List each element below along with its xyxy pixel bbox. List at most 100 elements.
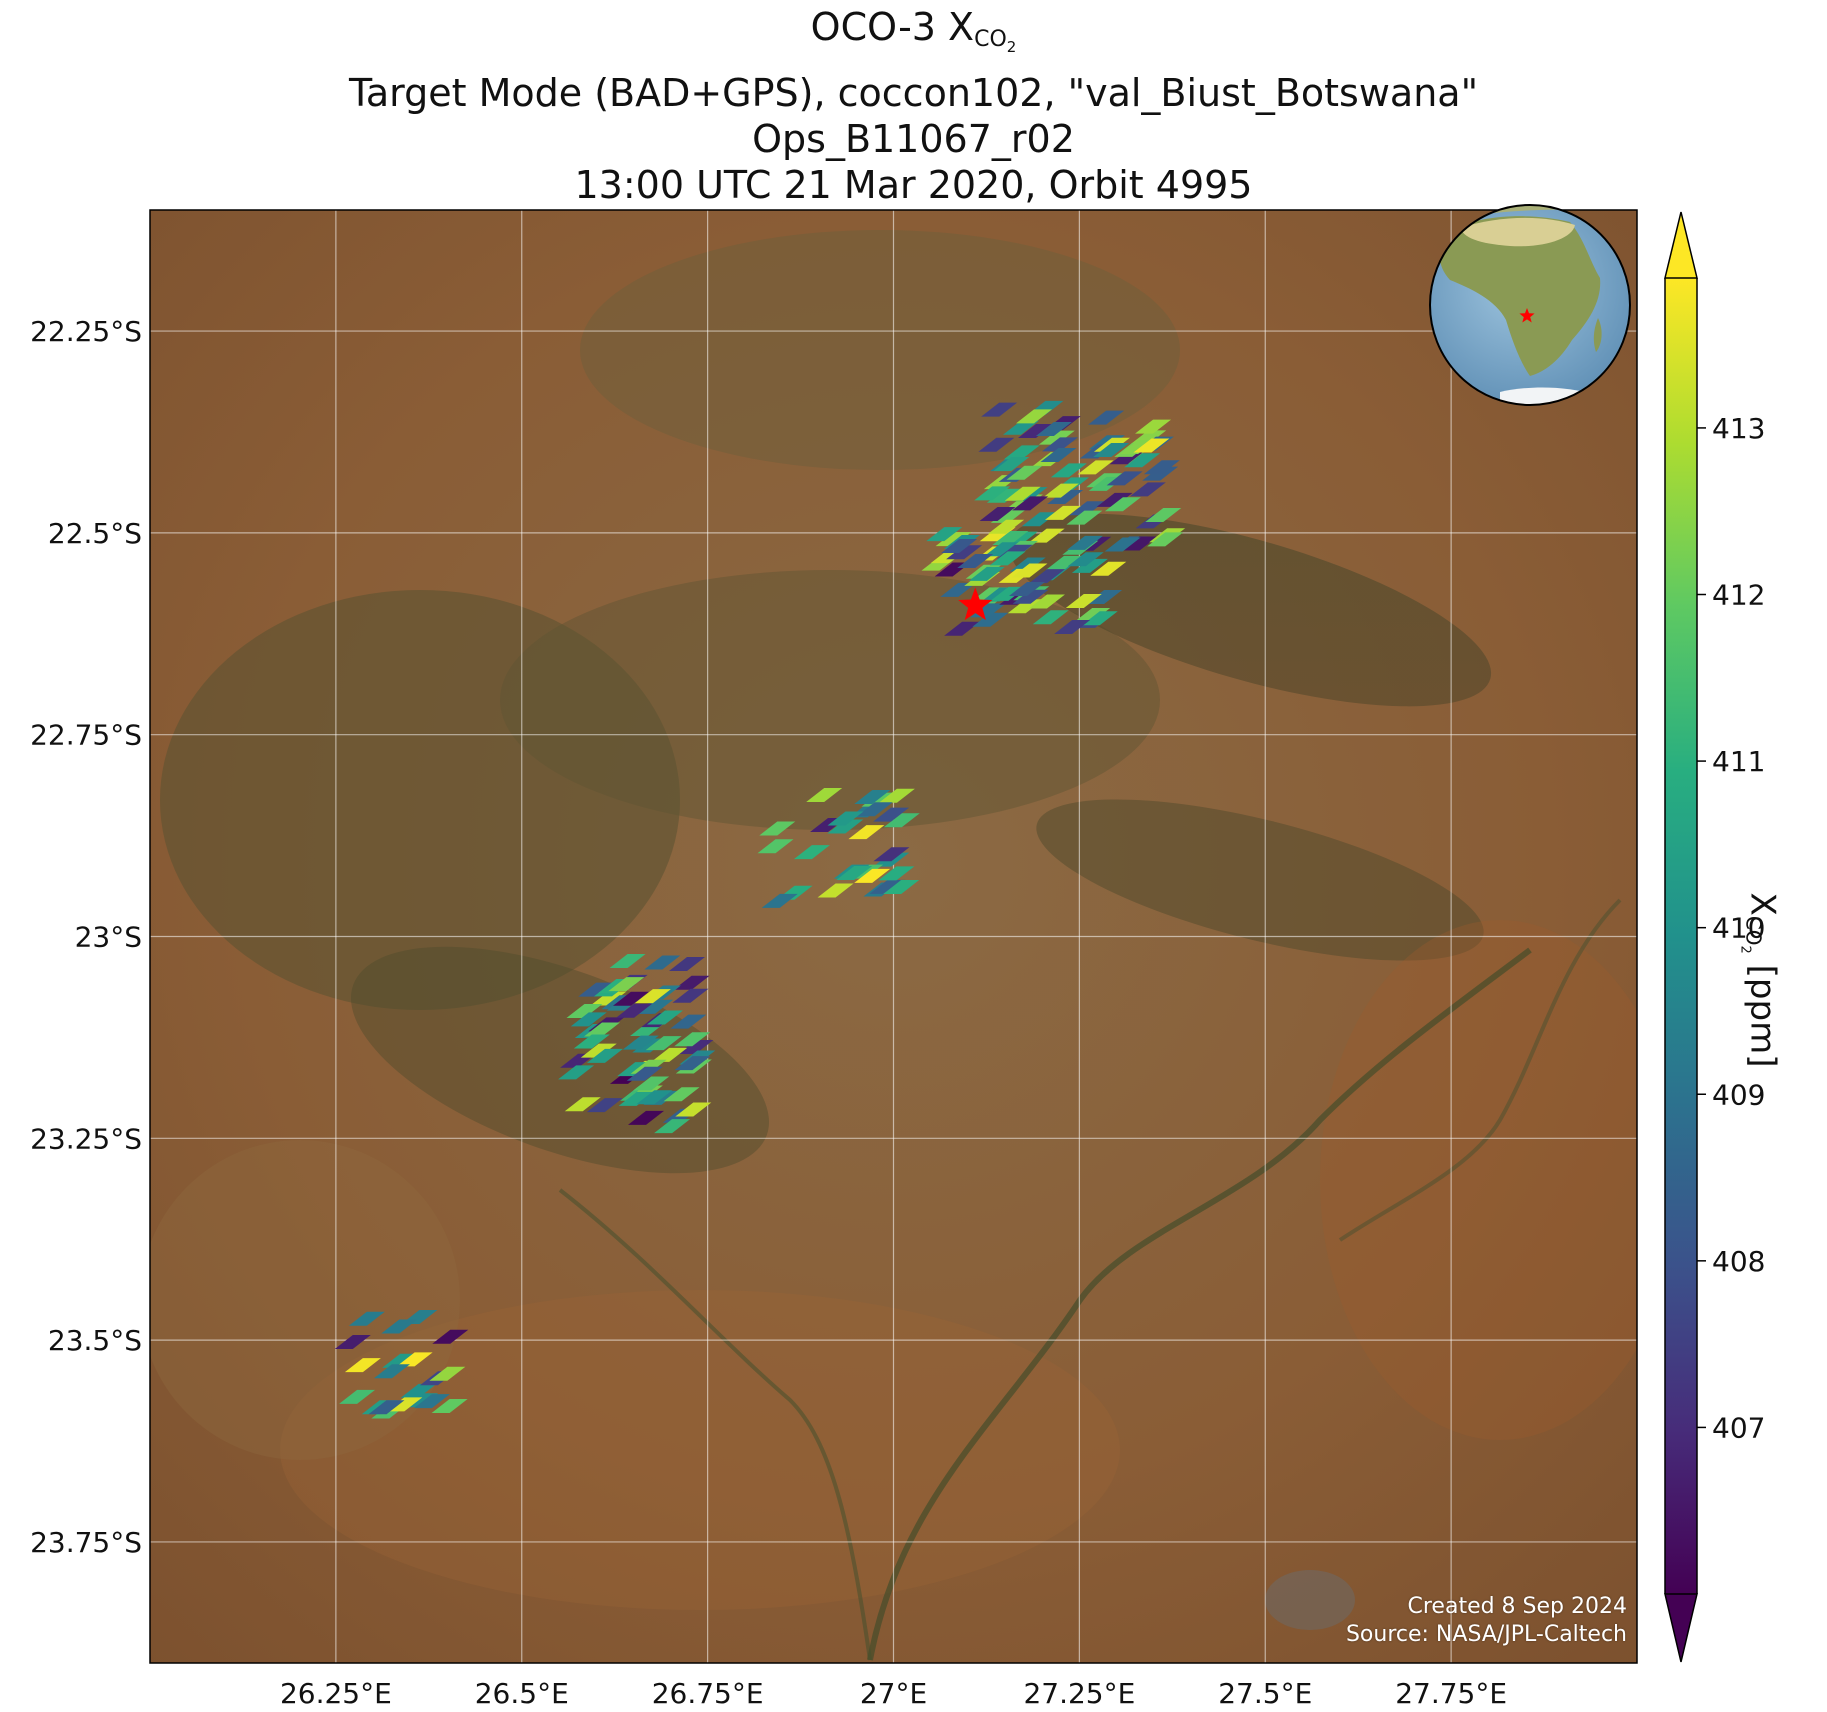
y-tick-label: 23.75°S [30,1526,142,1559]
sounding-pixel [616,1003,653,1018]
title-line-3: Ops_B11067_r02 [752,117,1075,161]
sounding-pixel [344,1358,381,1373]
sounding-pixel [873,807,910,822]
sounding-pixel [1090,561,1127,576]
sounding-pixel [646,1010,683,1025]
sounding-pixel [827,811,864,826]
sounding-pixel [400,1383,437,1398]
colorbar-tick-label: 412 [1712,579,1765,612]
sounding-pixel [413,1394,450,1409]
sounding-pixel [1044,505,1081,520]
colorbar-extend-min [1664,1593,1698,1663]
sounding-pixel [618,1091,655,1106]
sounding-pixel [759,821,796,836]
sounding-pixel [878,866,915,881]
sounding-pixel [978,437,1015,452]
sounding-pixel [373,1364,410,1379]
sounding-pixel [979,506,1016,521]
sounding-pixel [1011,563,1048,578]
sounding-pixel [1088,410,1125,425]
y-tick-label: 22.75°S [30,719,142,752]
sounding-pixel [1054,619,1091,634]
sounding-pixel [564,1097,601,1112]
sounding-pixel [1129,482,1166,497]
sounding-pixel [1145,508,1182,523]
sounding-pixel [836,866,873,881]
sounding-pixel [1028,594,1065,609]
sounding-pixel [396,1352,433,1367]
sounding-pixel [793,845,830,860]
sounding-pixel [1077,460,1114,475]
sounding-pixel [1007,599,1044,614]
title-line-1: OCO-3 XCO2 [810,5,1017,56]
sounding-pixel [1066,535,1103,550]
x-tick-label: 26.75°E [652,1677,764,1710]
sounding-pixel [626,1066,663,1081]
sounding-pixel [968,566,1005,581]
sounding-pixel [674,1032,711,1047]
sounding-pixel [1135,419,1172,434]
sounding-pixel [368,1400,405,1415]
sounding-pixel [1012,589,1049,604]
sounding-pixel [348,1311,385,1326]
sounding-pixel [1104,537,1141,552]
sounding-pixel [1045,555,1082,570]
sounding-pixel [386,1397,423,1412]
sounding-pixel [634,989,671,1004]
sounding-pixel [1040,447,1077,462]
sounding-pixel [580,1043,617,1058]
sounding-pixel [608,977,645,992]
sounding-pixel [1066,510,1103,525]
y-tick-label: 23.25°S [30,1122,142,1155]
sounding-pixel [873,847,910,862]
sounding-pixel [566,1003,603,1018]
sounding-pixel [622,1035,659,1050]
y-axis-tick-labels: 22.25°S 22.5°S 22.75°S 23°S 23.25°S 23.5°S 23.… [30,315,142,1559]
sounding-pixel [1096,492,1133,507]
sounding-pixel [609,954,646,969]
map-gridlines [150,210,1637,1663]
sounding-pixel [848,825,885,840]
sounding-pixel [573,1034,610,1049]
sounding-pixel [926,527,963,542]
x-axis-tick-labels: 26.25°E 26.5°E 26.75°E 27°E 27.25°E 27.5°E 27.… [280,1677,1507,1710]
target-star-shape [958,587,993,621]
sounding-pixel [1106,471,1143,486]
colorbar-tick-label: 408 [1712,1245,1765,1278]
sounding-pixel [1006,465,1043,480]
sounding-pixel [670,1014,707,1029]
sounding-pixel [654,1119,691,1134]
sounding-pixel [677,1040,714,1055]
sounding-pixel [583,1022,620,1037]
sounding-pixel [1081,611,1118,626]
colorbar-tick-label: 409 [1712,1078,1765,1111]
created-note: Created 8 Sep 2024 [1407,1594,1628,1619]
colorbar-tick-label: 411 [1712,745,1765,778]
sounding-pixel [1009,581,1046,596]
sounding-pixel [630,1059,667,1074]
sounding-pixel [1002,420,1039,435]
sounding-pixel [986,488,1023,503]
sounding-pixel [988,519,1025,534]
sounding-pixel [637,999,674,1014]
sounding-pixel [674,1056,711,1071]
y-tick-label: 22.5°S [48,517,142,550]
sounding-pixel [339,1389,376,1404]
y-tick-label: 23.5°S [48,1324,142,1357]
sounding-pixel [669,956,706,971]
sounding-pixel [806,787,843,802]
y-tick-label: 22.25°S [30,315,142,348]
sounding-pixel [1071,558,1108,573]
sounding-pixel [1042,483,1079,498]
sounding-pixel [989,551,1026,566]
sounding-pixel [645,1036,682,1051]
x-tick-label: 27.25°E [1023,1677,1135,1710]
sounding-pixel [1015,409,1052,424]
globe-africa [1439,216,1601,376]
sounding-pixel [1121,536,1158,551]
sounding-pixel [663,1087,700,1102]
sounding-pixel [1032,610,1069,625]
colorbar-label: XCO2 [ppm] [1737,892,1783,1068]
sounding-pixel [946,545,983,560]
sounding-pixel [334,1335,371,1350]
